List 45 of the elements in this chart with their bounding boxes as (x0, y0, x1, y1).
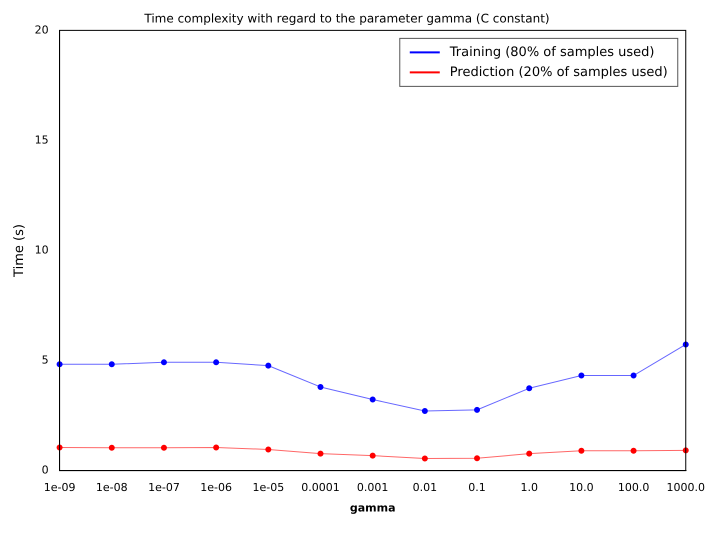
point (578, 372, 584, 379)
y-tick-label: 10 (34, 243, 49, 256)
x-tick-label: 1.0 (520, 481, 538, 494)
x-tick-label: 1e-09 (44, 481, 76, 494)
point (370, 452, 376, 459)
y-tick-label: 20 (34, 23, 49, 36)
point (526, 385, 532, 392)
x-tick-label: 1000.0 (666, 481, 706, 494)
x-tick-label: 1e-06 (200, 481, 232, 494)
y-tick-label: 15 (34, 133, 49, 146)
point (265, 362, 272, 369)
x-tick-label: 0.0001 (301, 481, 340, 494)
point (370, 396, 376, 403)
point (526, 450, 532, 457)
x-tick-label: 1e-05 (252, 481, 284, 494)
point (213, 359, 220, 366)
point (474, 455, 480, 462)
point (474, 406, 480, 413)
x-tick-label: 1e-08 (96, 481, 128, 494)
legend-label: Prediction (20% of samples used) (450, 64, 668, 80)
x-tick-label: 0.1 (468, 481, 486, 494)
legend-label: Training (80% of samples used) (448, 44, 654, 60)
point (160, 359, 167, 366)
x-tick-label: 0.01 (412, 481, 438, 494)
x-tick-label: 100.0 (618, 481, 650, 494)
point (265, 446, 272, 452)
point (213, 444, 220, 450)
y-tick-label: 5 (42, 353, 49, 366)
chart-title: Time complexity with regard to the parameter gamma (C constant) (143, 11, 550, 26)
point (108, 444, 115, 451)
point (630, 448, 637, 454)
point (317, 450, 324, 457)
x-axis-title: gamma (350, 501, 396, 514)
point (108, 361, 115, 368)
point (630, 372, 637, 379)
y-tick-label: 0 (42, 463, 49, 476)
x-tick-label: 10.0 (569, 481, 594, 494)
point (422, 455, 428, 462)
x-tick-label: 0.001 (356, 481, 388, 494)
point (160, 444, 167, 451)
x-tick-label: 1e-07 (148, 481, 180, 494)
point (317, 384, 324, 390)
point (578, 448, 584, 454)
point (422, 408, 428, 414)
y-axis-title: Time (s) (12, 224, 28, 278)
